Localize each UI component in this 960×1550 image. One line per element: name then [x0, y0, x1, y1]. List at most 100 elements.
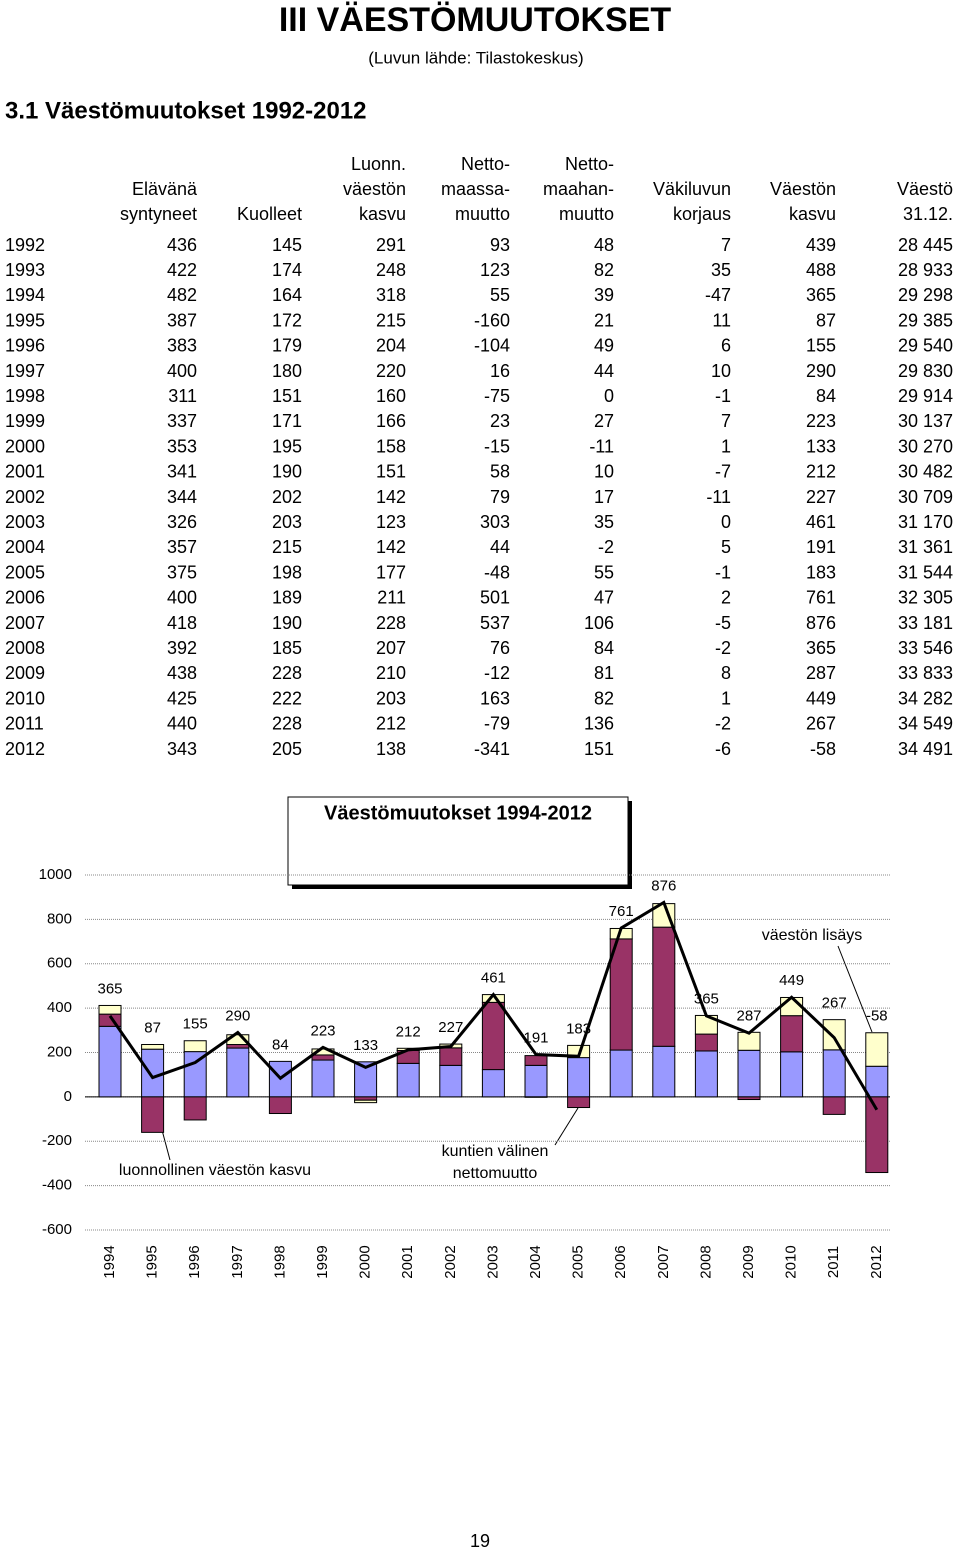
table-cell: 876	[806, 613, 836, 633]
row-year: 1994	[5, 285, 45, 305]
table-cell: 138	[376, 739, 406, 759]
bar-segment	[141, 1096, 165, 1133]
table-cell: 106	[584, 613, 614, 633]
table-cell: 142	[376, 537, 406, 557]
table-cell: 84	[816, 386, 836, 406]
bar-segment	[311, 1054, 335, 1061]
table-cell: -7	[715, 462, 731, 482]
table-cell: 365	[806, 285, 836, 305]
table-cell: -2	[715, 714, 731, 734]
column-header: maahan-	[543, 179, 614, 199]
x-tick-label: 2012	[868, 1245, 885, 1278]
column-header: muutto	[455, 204, 510, 224]
row-year: 1993	[5, 260, 45, 280]
table-cell: 488	[806, 260, 836, 280]
table-cell: 21	[594, 310, 614, 330]
table-cell: 174	[272, 260, 302, 280]
bar-segment	[652, 1045, 676, 1098]
table-cell: 461	[806, 512, 836, 532]
x-tick-label: 2004	[527, 1245, 544, 1278]
bar-segment	[822, 1019, 846, 1051]
table-cell: 82	[594, 688, 614, 708]
column-header: väestön	[343, 179, 406, 199]
data-label: 191	[523, 1029, 548, 1046]
row-year: 2002	[5, 487, 45, 507]
table-cell: 422	[167, 260, 197, 280]
table-cell: 383	[167, 336, 197, 356]
annotation: väestön lisäys	[762, 927, 863, 944]
table-cell: 17	[594, 487, 614, 507]
data-label: 461	[481, 970, 506, 987]
x-tick-label: 1998	[271, 1245, 288, 1278]
table-cell: 183	[806, 562, 836, 582]
row-year: 2005	[5, 562, 45, 582]
table-cell: 5	[721, 537, 731, 557]
y-tick-label: 200	[47, 1043, 72, 1060]
table-cell: 375	[167, 562, 197, 582]
data-label: 365	[694, 990, 719, 1007]
table-cell: 29 830	[898, 361, 953, 381]
bar-segment	[780, 1015, 804, 1053]
bar-segment	[481, 1001, 505, 1071]
table-cell: 27	[594, 411, 614, 431]
table-cell: -160	[474, 310, 510, 330]
table-cell: 203	[272, 512, 302, 532]
table-cell: 210	[376, 663, 406, 683]
column-header: muutto	[559, 204, 614, 224]
bar-segment	[268, 1096, 292, 1115]
x-tick-label: 2009	[740, 1245, 757, 1278]
table-cell: 35	[594, 512, 614, 532]
table-cell: 171	[272, 411, 302, 431]
line	[108, 900, 879, 1111]
table-cell: 0	[721, 512, 731, 532]
table-cell: 439	[806, 235, 836, 255]
table-cell: 123	[376, 512, 406, 532]
column-header: Luonn.	[351, 154, 406, 174]
table-cell: 172	[272, 310, 302, 330]
table-cell: -1	[715, 386, 731, 406]
data-label: 87	[144, 1019, 161, 1036]
column-header: Väkiluvun	[653, 179, 731, 199]
table-cell: 303	[480, 512, 510, 532]
section-title: 3.1 Väestömuutokset 1992-2012	[5, 97, 367, 124]
chart-title: Väestömuutokset 1994-2012	[324, 802, 592, 824]
column-header: Väestön	[770, 179, 836, 199]
table-cell: 34 491	[898, 739, 953, 759]
table-cell: 189	[272, 588, 302, 608]
row-year: 2009	[5, 663, 45, 683]
table-cell: 28 933	[898, 260, 953, 280]
table-cell: 353	[167, 436, 197, 456]
bar-segment	[737, 1096, 761, 1101]
x-tick-label: 1996	[186, 1245, 203, 1278]
table-cell: 222	[272, 688, 302, 708]
row-year: 1999	[5, 411, 45, 431]
table-cell: 204	[376, 336, 406, 356]
y-tick-label: 400	[47, 999, 72, 1016]
table-cell: -5	[715, 613, 731, 633]
table-cell: 179	[272, 336, 302, 356]
page-subtitle: (Luvun lähde: Tilastokeskus)	[368, 48, 583, 67]
table-cell: 344	[167, 487, 197, 507]
table-cell: 0	[604, 386, 614, 406]
bar-segment	[396, 1062, 420, 1098]
x-tick-label: 2010	[783, 1245, 800, 1278]
table-cell: 49	[594, 336, 614, 356]
table-cell: 44	[490, 537, 510, 557]
table-cell: 180	[272, 361, 302, 381]
bar-segment	[439, 1047, 463, 1066]
table-cell: 30 482	[898, 462, 953, 482]
table-cell: 400	[167, 588, 197, 608]
data-label: 267	[822, 995, 847, 1012]
table-cell: 318	[376, 285, 406, 305]
table-cell: 223	[806, 411, 836, 431]
table-cell: 31 361	[898, 537, 953, 557]
row-year: 1997	[5, 361, 45, 381]
data-label: 365	[97, 980, 122, 997]
table-cell: -48	[484, 562, 510, 582]
column-header: Netto-	[565, 154, 614, 174]
table-cell: 198	[272, 562, 302, 582]
table-cell: 58	[490, 462, 510, 482]
table-cell: 436	[167, 235, 197, 255]
